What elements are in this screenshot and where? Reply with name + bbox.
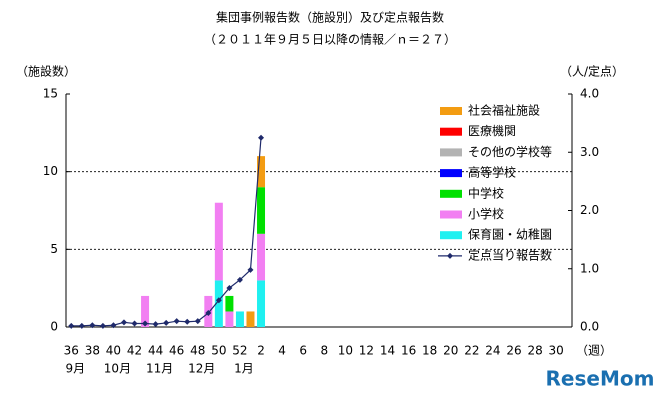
legend-label: 小学校	[468, 206, 504, 221]
bar	[246, 311, 255, 327]
bar	[141, 295, 150, 327]
legend-swatch	[440, 148, 462, 157]
line-marker	[99, 322, 106, 329]
month-label: 1月	[234, 362, 254, 376]
bar	[214, 202, 223, 281]
x-tick-label: 36	[64, 344, 79, 358]
x-tick-label: 8	[320, 344, 328, 358]
line-marker	[89, 322, 96, 329]
y-axis-label: （施設数）	[16, 64, 76, 79]
line-marker	[226, 284, 233, 291]
y-tick-label: 15	[43, 87, 58, 101]
x-tick-label: 10	[338, 344, 353, 358]
y2-tick-label: 3.0	[580, 145, 599, 159]
legend-label: 社会福祉施設	[468, 103, 540, 118]
x-tick-label: 26	[506, 344, 521, 358]
month-label: 10月	[104, 362, 131, 376]
legend-marker	[447, 252, 453, 259]
month-label: 11月	[146, 362, 173, 376]
x-axis-label: （週）	[576, 344, 612, 358]
x-tick-label: 44	[148, 344, 163, 358]
legend-swatch	[440, 189, 462, 198]
line-marker	[110, 322, 117, 329]
legend-label: 定点当り報告数	[468, 247, 552, 262]
y2-axis-label: （人/定点）	[560, 64, 624, 79]
line-marker	[142, 320, 149, 327]
y2-tick-label: 0.0	[580, 320, 599, 334]
chart-title: 集団事例報告数（施設別）及び定点報告数	[216, 10, 444, 25]
watermark: ReseMom	[546, 367, 655, 391]
x-tick-label: 46	[169, 344, 184, 358]
line-marker	[194, 318, 201, 325]
line-marker	[236, 276, 243, 283]
x-tick-label: 12	[359, 344, 374, 358]
y2-tick-label: 1.0	[580, 261, 599, 275]
legend-swatch	[440, 210, 462, 219]
month-label: 9月	[65, 362, 85, 376]
x-tick-label: 28	[527, 344, 542, 358]
bar	[214, 280, 223, 327]
legend-label: 保育園・幼稚園	[468, 227, 552, 242]
x-tick-label: 24	[485, 344, 500, 358]
bar	[257, 280, 266, 327]
x-tick-label: 20	[443, 344, 458, 358]
legend-swatch	[440, 169, 462, 178]
legend-label: その他の学校等	[468, 144, 552, 159]
x-tick-label: 52	[232, 344, 247, 358]
line-marker	[205, 310, 212, 317]
legend-swatch	[440, 107, 462, 115]
x-tick-label: 42	[127, 344, 142, 358]
x-tick-label: 50	[211, 344, 226, 358]
line-marker	[152, 321, 159, 328]
line-marker	[247, 266, 254, 273]
legend-swatch	[440, 231, 462, 240]
x-tick-label: 38	[85, 344, 100, 358]
line-marker	[78, 322, 85, 329]
line-marker	[131, 320, 138, 327]
line-marker	[120, 319, 127, 326]
y-tick-label: 0	[50, 320, 58, 334]
line-marker	[258, 134, 265, 141]
x-tick-label: 6	[299, 344, 307, 358]
x-tick-label: 16	[401, 344, 416, 358]
x-tick-label: 14	[380, 344, 395, 358]
bar	[235, 311, 244, 327]
line-marker	[163, 319, 170, 326]
bar	[257, 156, 266, 188]
x-tick-label: 40	[106, 344, 121, 358]
line-marker	[68, 322, 75, 329]
bar	[257, 187, 266, 234]
line-marker	[173, 318, 180, 325]
line-marker	[215, 297, 222, 304]
x-tick-label: 4	[278, 344, 286, 358]
bar	[225, 295, 234, 312]
legend-label: 医療機関	[468, 123, 516, 138]
x-tick-label: 18	[422, 344, 437, 358]
x-tick-label: 30	[549, 344, 564, 358]
x-tick-label: 48	[190, 344, 205, 358]
legend-label: 高等学校	[468, 165, 516, 180]
line-marker	[184, 318, 191, 325]
x-tick-label: 2	[257, 344, 265, 358]
chart-subtitle: （２０１１年９月５日以降の情報／ｎ＝２７）	[204, 33, 456, 47]
y-tick-label: 10	[43, 164, 58, 178]
x-tick-label: 22	[464, 344, 479, 358]
legend-label: 中学校	[468, 185, 504, 200]
legend-swatch	[440, 127, 462, 136]
y-tick-label: 5	[50, 242, 58, 256]
y2-tick-label: 4.0	[580, 87, 599, 101]
y2-tick-label: 2.0	[580, 203, 599, 217]
month-label: 12月	[188, 362, 215, 376]
bar	[225, 311, 234, 327]
bar	[257, 233, 266, 281]
